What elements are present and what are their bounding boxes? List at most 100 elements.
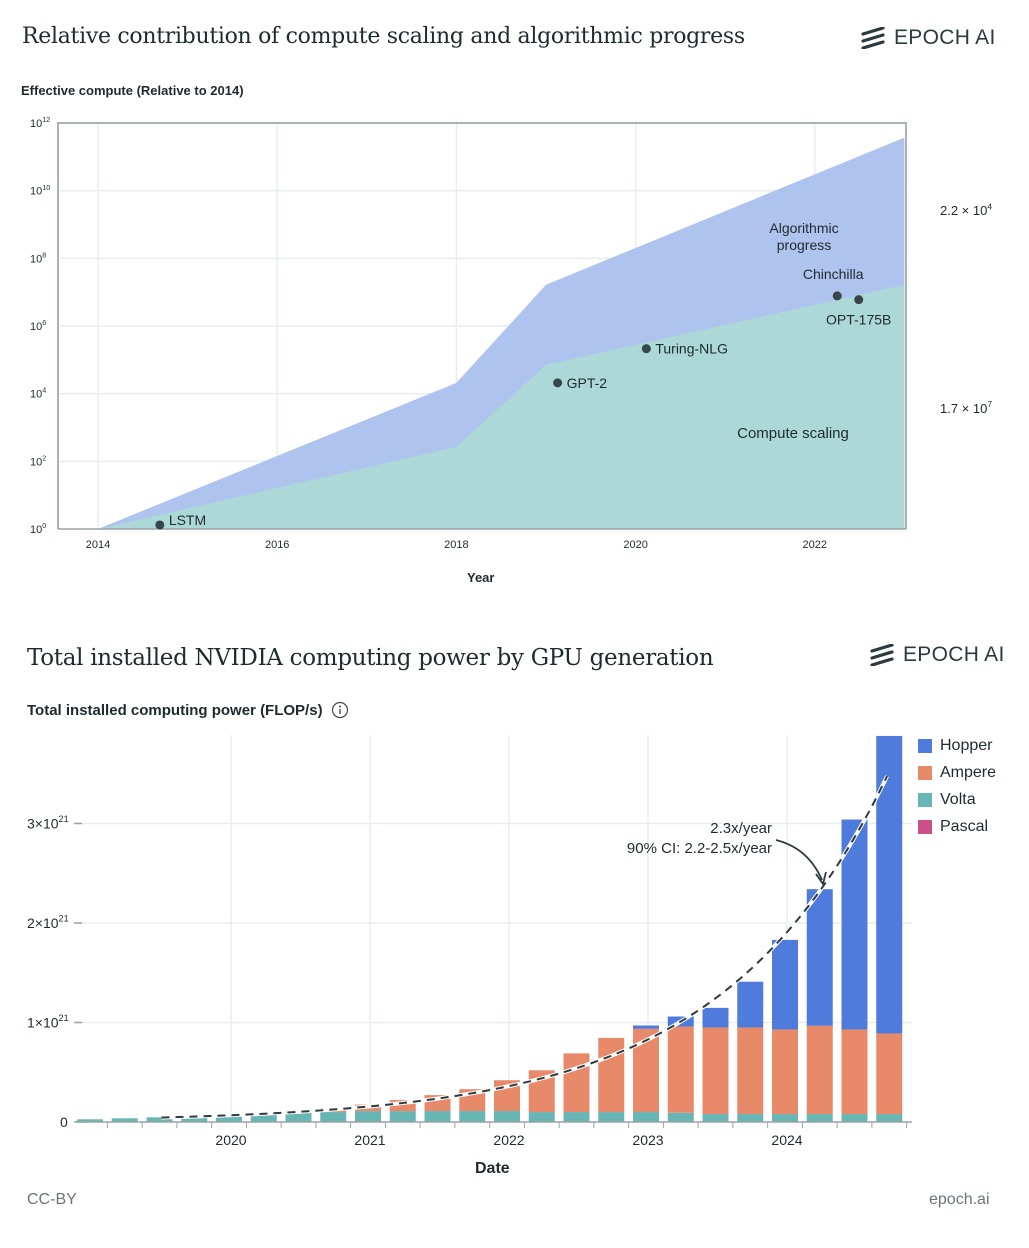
bar-volta xyxy=(528,1112,555,1122)
chart1-y-tick-label: 100 xyxy=(30,522,46,536)
legend-item-ampere[interactable]: Ampere xyxy=(918,764,996,782)
chart1-y-tick-label: 1010 xyxy=(30,184,50,198)
bar-volta xyxy=(702,1114,729,1122)
epoch-logo-2[interactable]: EPOCH AI xyxy=(869,643,1005,667)
bar-ampere xyxy=(737,1027,764,1115)
chart2-y-axis-label-text: Total installed computing power (FLOP/s) xyxy=(27,701,323,719)
data-point-label: OPT-175B xyxy=(826,312,891,328)
logo-text: EPOCH AI xyxy=(903,643,1005,666)
bar-ampere xyxy=(667,1026,694,1113)
info-icon[interactable] xyxy=(331,701,349,719)
chart1-x-tick-label: 2016 xyxy=(265,539,289,551)
chart1-x-tick-label: 2020 xyxy=(623,539,647,551)
chart2-x-axis-label: Date xyxy=(475,1160,510,1177)
bar-volta xyxy=(77,1119,103,1122)
legend-item-pascal[interactable]: Pascal xyxy=(918,818,996,836)
bar-volta xyxy=(598,1112,625,1122)
bar-ampere xyxy=(841,1029,868,1115)
license-label: CC-BY xyxy=(27,1191,77,1208)
bar-volta xyxy=(459,1111,486,1122)
bar-volta xyxy=(424,1111,451,1122)
bar-volta xyxy=(355,1111,381,1122)
data-point-turing-nlg xyxy=(641,344,651,354)
bar-hopper xyxy=(633,1025,659,1029)
bar-volta xyxy=(111,1118,138,1122)
chart1-y-axis-label: Effective compute (Relative to 2014) xyxy=(21,83,244,98)
legend-item-hopper[interactable]: Hopper xyxy=(918,737,996,755)
chart2-y-tick-label: 1×1021 xyxy=(27,1013,69,1030)
chart2-y-axis-label: Total installed computing power (FLOP/s) xyxy=(27,701,349,719)
bar-volta xyxy=(181,1116,208,1122)
site-link[interactable]: epoch.ai xyxy=(929,1191,990,1208)
epoch-logo-icon xyxy=(870,644,894,666)
legend-item-volta[interactable]: Volta xyxy=(918,791,996,809)
data-point-label: Chinchilla xyxy=(803,266,864,282)
logo-text: EPOCH AI xyxy=(894,26,996,49)
compute-scaling-label: Compute scaling xyxy=(737,425,849,442)
algorithmic-progress-label: progress xyxy=(777,237,831,253)
data-point-gpt-2 xyxy=(553,378,563,388)
chart2-title: Total installed NVIDIA computing power b… xyxy=(27,645,714,671)
legend-label: Volta xyxy=(940,791,976,808)
chart1-x-tick-label: 2022 xyxy=(803,539,827,551)
chart2-y-tick-label: 0 xyxy=(60,1114,68,1130)
chart1-y-tick-label: 1012 xyxy=(30,116,50,130)
chart1-x-tick-label: 2014 xyxy=(86,539,110,551)
bar-volta xyxy=(841,1114,868,1122)
data-point-lstm xyxy=(155,520,165,530)
data-point-label: LSTM xyxy=(169,512,206,528)
chart2-y-tick-label: 3×1021 xyxy=(27,814,69,831)
bar-volta xyxy=(563,1112,590,1122)
bar-hopper xyxy=(702,1007,729,1028)
bar-volta xyxy=(667,1112,694,1122)
chart1-y-tick-label: 104 xyxy=(30,387,46,401)
legend-swatch xyxy=(918,766,932,780)
bracket-label: 2.2 × 104 xyxy=(940,201,992,218)
chart1-plot-frame xyxy=(57,122,907,529)
data-point-opt-175b xyxy=(854,295,864,305)
chart1-x-axis-label: Year xyxy=(467,570,495,585)
bar-ampere xyxy=(772,1029,798,1115)
bar-volta xyxy=(633,1112,659,1122)
trend-line xyxy=(161,775,888,1119)
chart1-y-tick-label: 102 xyxy=(30,454,46,468)
bar-volta xyxy=(146,1117,173,1122)
chart2-x-tick-label: 2024 xyxy=(771,1132,802,1148)
bar-volta xyxy=(494,1111,520,1122)
legend-swatch xyxy=(918,820,932,834)
bar-ampere xyxy=(563,1053,590,1113)
data-point-label: Turing-NLG xyxy=(655,341,728,357)
legend-swatch xyxy=(918,793,932,807)
bar-ampere xyxy=(389,1100,416,1112)
bar-hopper xyxy=(737,981,764,1028)
bar-ampere xyxy=(702,1027,729,1115)
algorithmic-progress-label: Algorithmic xyxy=(769,220,838,236)
chart1-y-tick-label: 106 xyxy=(30,319,46,333)
legend-label: Pascal xyxy=(940,818,989,835)
bar-volta xyxy=(216,1116,242,1122)
bar-ampere xyxy=(598,1037,625,1113)
bar-volta xyxy=(737,1114,764,1122)
epoch-logo[interactable]: EPOCH AI xyxy=(860,26,996,50)
chart1-y-tick-label: 108 xyxy=(30,251,46,265)
legend-label: Hopper xyxy=(940,737,993,754)
bar-volta xyxy=(389,1111,416,1122)
chart2-x-tick-label: 2022 xyxy=(493,1132,524,1148)
bar-ampere xyxy=(806,1025,833,1115)
bracket-label: 1.7 × 107 xyxy=(940,399,992,416)
chart1-title: Relative contribution of compute scaling… xyxy=(22,24,745,49)
bar-volta xyxy=(876,1114,903,1122)
bar-volta xyxy=(806,1114,833,1122)
legend-swatch xyxy=(918,739,932,753)
legend-label: Ampere xyxy=(940,764,997,781)
chart2-x-tick-label: 2020 xyxy=(215,1132,246,1148)
trend-ci-label: 90% CI: 2.2-2.5x/year xyxy=(627,840,772,857)
bar-volta xyxy=(772,1114,798,1122)
chart2-legend: Hopper Ampere Volta Pascal xyxy=(918,737,996,836)
compute-scaling-area xyxy=(98,284,905,529)
bar-hopper xyxy=(806,889,833,1026)
annotation-arrow xyxy=(775,839,823,881)
chart2-x-tick-label: 2023 xyxy=(632,1132,663,1148)
